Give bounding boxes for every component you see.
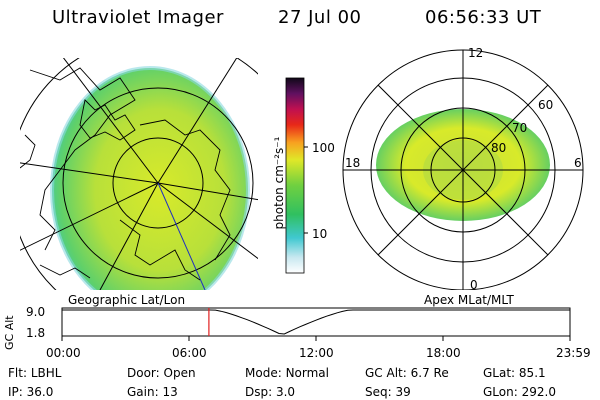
mlat-mlt-polar-plot [342, 49, 584, 290]
mlt-label-6: 6 [574, 156, 582, 170]
mlt-label-18: 18 [345, 156, 361, 170]
mlat-label-70: 70 [512, 121, 528, 135]
colorbar-tick-10: 10 [312, 227, 328, 241]
altitude-ylabel: GC Alt [3, 315, 16, 350]
timeline-frame [61, 307, 571, 337]
timeline-tick-0000: 00:00 [46, 346, 81, 360]
status-glat: GLat: 85.1 [483, 366, 546, 380]
right-panel-label: Apex MLat/MLT [424, 293, 514, 307]
auroral-emission [52, 68, 248, 290]
status-dsp: Dsp: 3.0 [245, 385, 296, 399]
status-filter: Flt: LBHL [8, 366, 62, 380]
timeline-tick-0600: 06:00 [172, 346, 207, 360]
status-mode: Mode: Normal [245, 366, 329, 380]
observation-time: 06:56:33 UT [425, 7, 542, 28]
colorbar-tick-100: 100 [312, 141, 335, 155]
colorbar-unit-label: photon cm⁻²s⁻¹ [272, 136, 286, 230]
status-glon: GLon: 292.0 [483, 385, 556, 399]
geographic-map [20, 58, 258, 290]
status-gc-alt: GC Alt: 6.7 Re [365, 366, 449, 380]
mlat-label-60: 60 [538, 98, 554, 112]
timeline-tick-1200: 12:00 [299, 346, 334, 360]
mlt-label-12: 12 [468, 46, 484, 60]
instrument-title: Ultraviolet Imager [52, 7, 224, 28]
status-door: Door: Open [127, 366, 196, 380]
status-gain: Gain: 13 [127, 385, 178, 399]
observation-date: 27 Jul 00 [278, 7, 362, 28]
altitude-ytick-min: 1.8 [26, 326, 46, 340]
timeline-tick-2359: 23:59 [556, 346, 591, 360]
mlt-label-0: 0 [470, 278, 478, 292]
altitude-ytick-max: 9.0 [26, 305, 46, 319]
color-scale [285, 77, 308, 274]
altitude-curve [62, 309, 570, 335]
altitude-timeline [61, 307, 571, 341]
status-seq: Seq: 39 [365, 385, 411, 399]
timeline-tick-1800: 18:00 [426, 346, 461, 360]
left-panel-label: Geographic Lat/Lon [68, 293, 186, 307]
coastline [29, 67, 136, 251]
mlat-label-80: 80 [491, 141, 507, 155]
color-bar [285, 77, 305, 274]
status-ip: IP: 36.0 [8, 385, 54, 399]
